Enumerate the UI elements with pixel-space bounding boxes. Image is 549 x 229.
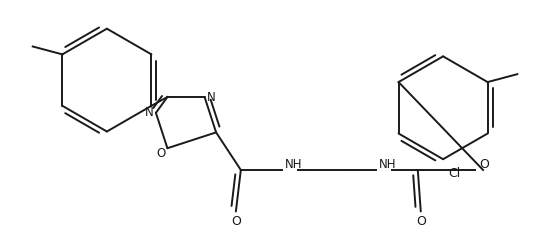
Text: O: O xyxy=(157,147,166,160)
Text: Cl: Cl xyxy=(448,166,460,180)
Text: N: N xyxy=(144,106,153,119)
Text: NH: NH xyxy=(379,158,397,171)
Text: O: O xyxy=(231,215,241,228)
Text: N: N xyxy=(207,90,216,104)
Text: NH: NH xyxy=(285,158,303,171)
Text: O: O xyxy=(479,158,489,171)
Text: O: O xyxy=(416,215,425,228)
